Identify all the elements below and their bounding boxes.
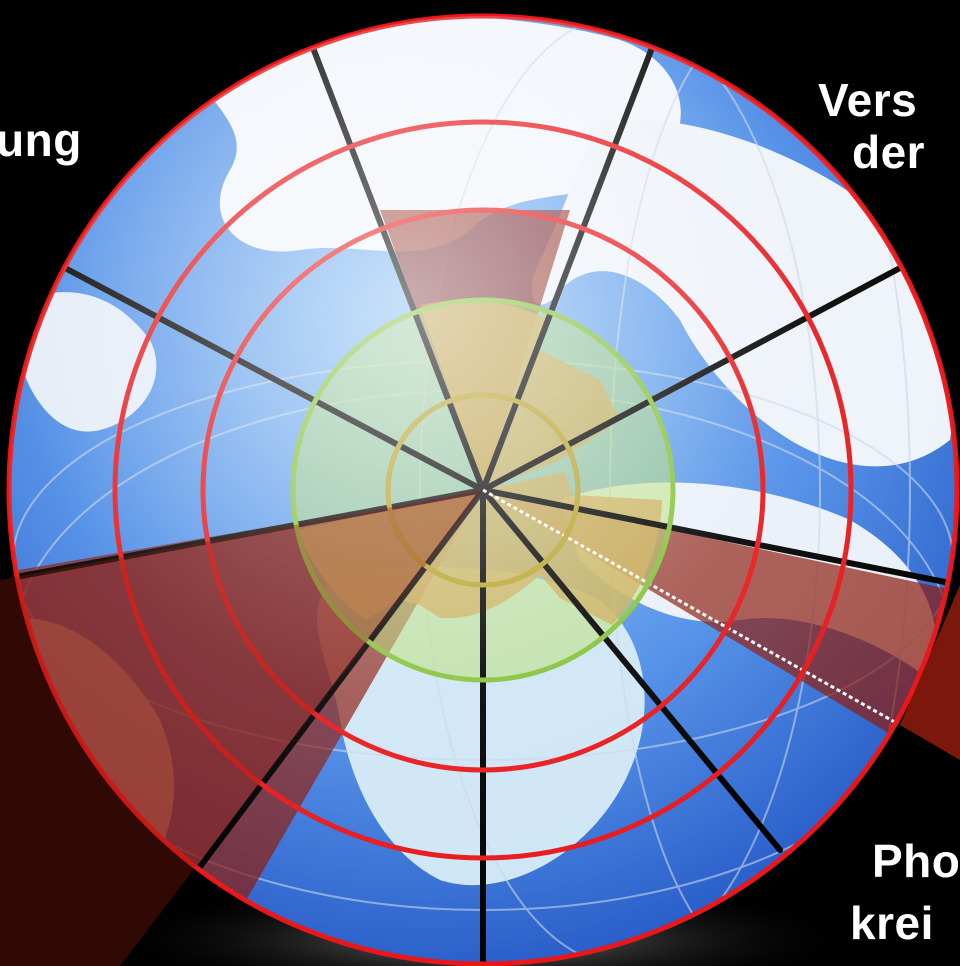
label-top-right-line1: Vers [818, 74, 918, 126]
label-bottom-right-line2: krei [850, 897, 934, 949]
red-wedge-left [0, 490, 483, 966]
label-top-right-line2: der [852, 126, 926, 178]
label-top-left: ung [0, 114, 82, 166]
label-bottom-right-line1: Pho [872, 835, 960, 887]
red-wedge-right [900, 585, 960, 760]
